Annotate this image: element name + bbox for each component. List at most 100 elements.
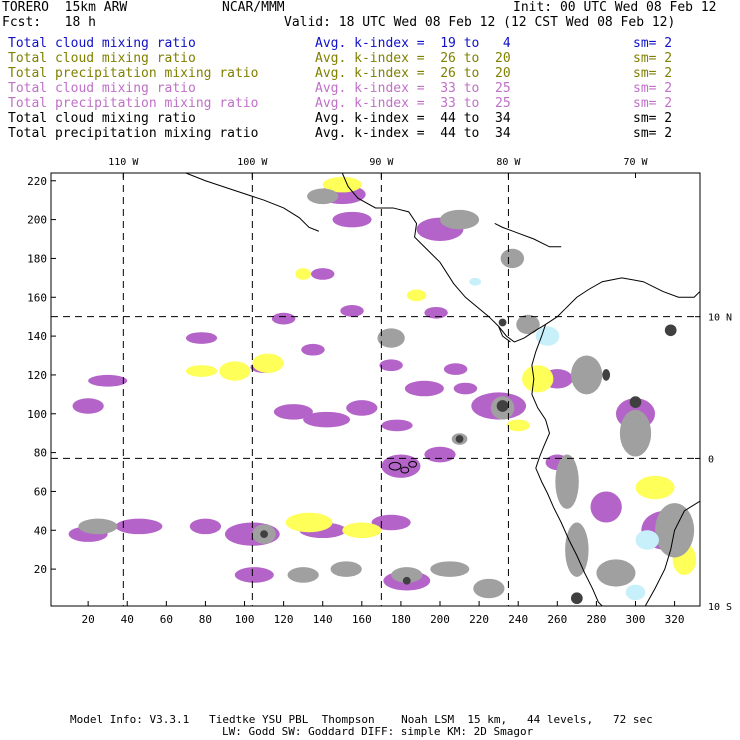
field-dark [629, 396, 642, 408]
header-valid: Valid: 18 UTC Wed 08 Feb 12 (12 CST Wed … [284, 15, 676, 30]
field-purple [381, 419, 413, 432]
lon-label: 70 W [623, 157, 648, 168]
legend-label: Total cloud mixing ratio [8, 111, 196, 126]
field-yellow [252, 353, 284, 373]
field-purple [189, 518, 222, 535]
field-gray [430, 561, 470, 577]
field-yellow [506, 419, 530, 432]
field-dark [402, 576, 411, 585]
legend-sm: sm= 2 [633, 36, 673, 51]
field-gray [516, 314, 540, 335]
lat-label: 10 N [708, 313, 732, 324]
x-tick-label: 180 [391, 613, 411, 626]
field-yellow [522, 365, 554, 393]
coastline [498, 326, 511, 343]
legend-sm: sm= 2 [633, 66, 673, 81]
x-tick-label: 80 [199, 613, 212, 626]
field-cyan [469, 277, 482, 286]
y-tick-label: 160 [27, 291, 47, 304]
legend-label: Total precipitation mixing ratio [8, 66, 259, 81]
x-tick-label: 320 [665, 613, 685, 626]
x-tick-label: 260 [547, 613, 567, 626]
field-yellow [322, 176, 362, 193]
coastline [564, 277, 700, 310]
legend-label: Total cloud mixing ratio [8, 36, 196, 51]
field-purple [185, 332, 218, 344]
field-dark [570, 592, 583, 605]
field-purple [310, 268, 335, 280]
field-layer [68, 173, 700, 606]
field-gray [440, 209, 480, 230]
legend-sm: sm= 2 [633, 126, 673, 141]
x-tick-label: 160 [352, 613, 372, 626]
footer-model-info: Model Info: V3.3.1 Tiedtke YSU PBL Thomp… [70, 713, 653, 726]
header-fcst: Fcst: 18 h [2, 15, 96, 30]
galapagos-island [400, 466, 410, 474]
x-tick-label: 140 [313, 613, 333, 626]
x-tick-label: 280 [586, 613, 606, 626]
coastline [531, 324, 603, 606]
field-gray [377, 328, 405, 348]
legend-label: Total precipitation mixing ratio [8, 96, 259, 111]
field-yellow [285, 512, 333, 533]
field-purple [346, 400, 378, 416]
field-yellow [219, 361, 251, 381]
lon-label: 100 W [237, 157, 268, 168]
field-purple [379, 359, 403, 372]
plot-frame [50, 172, 701, 607]
y-tick-label: 100 [27, 408, 47, 421]
field-gray [596, 559, 636, 587]
field-gray [500, 248, 525, 269]
lon-label: 90 W [369, 157, 394, 168]
y-tick-label: 180 [27, 252, 47, 265]
x-tick-label: 240 [508, 613, 528, 626]
field-dark [260, 530, 268, 539]
field-gray [619, 409, 652, 457]
legend-label: Total cloud mixing ratio [8, 51, 196, 66]
field-purple [443, 363, 468, 375]
field-gray [570, 355, 603, 395]
field-yellow [406, 289, 427, 302]
field-purple [115, 518, 163, 535]
x-tick-label: 300 [626, 613, 646, 626]
field-purple [404, 380, 444, 397]
x-tick-label: 100 [235, 613, 255, 626]
legend-label: Total precipitation mixing ratio [8, 126, 259, 141]
field-gray [307, 188, 339, 205]
field-purple [340, 305, 364, 317]
footer-physics: LW: Godd SW: Goddard DIFF: simple KM: 2D… [222, 725, 534, 738]
legend-label: Total cloud mixing ratio [8, 81, 196, 96]
field-gray [473, 578, 505, 599]
field-purple [88, 374, 128, 387]
field-gray [555, 454, 579, 509]
header-org: NCAR/MMM [222, 0, 285, 15]
field-gray [330, 561, 362, 577]
field-purple [72, 398, 104, 414]
legend-kindex: Avg. k-index = 44 to 34 [315, 126, 511, 141]
field-purple [453, 382, 478, 395]
galapagos-island [408, 460, 418, 468]
field-cyan [635, 530, 659, 550]
field-purple [301, 343, 325, 356]
field-gray [391, 567, 423, 583]
coastline [341, 173, 566, 343]
field-purple [303, 411, 351, 428]
legend-kindex: Avg. k-index = 33 to 25 [315, 81, 511, 96]
legend-sm: sm= 2 [633, 51, 673, 66]
field-yellow [295, 268, 311, 280]
legend-kindex: Avg. k-index = 19 to 4 [315, 36, 511, 51]
y-tick-label: 20 [34, 563, 47, 576]
x-tick-label: 60 [160, 613, 173, 626]
legend-kindex: Avg. k-index = 33 to 25 [315, 96, 511, 111]
field-gray [78, 518, 118, 535]
y-tick-label: 140 [27, 330, 47, 343]
field-yellow [635, 475, 675, 500]
field-purple [271, 312, 296, 325]
field-dark [498, 318, 507, 327]
y-tick-label: 80 [34, 447, 47, 460]
legend-kindex: Avg. k-index = 44 to 34 [315, 111, 511, 126]
field-yellow [185, 365, 218, 377]
y-tick-label: 200 [27, 214, 47, 227]
legend-sm: sm= 2 [633, 111, 673, 126]
coastline [494, 223, 562, 248]
